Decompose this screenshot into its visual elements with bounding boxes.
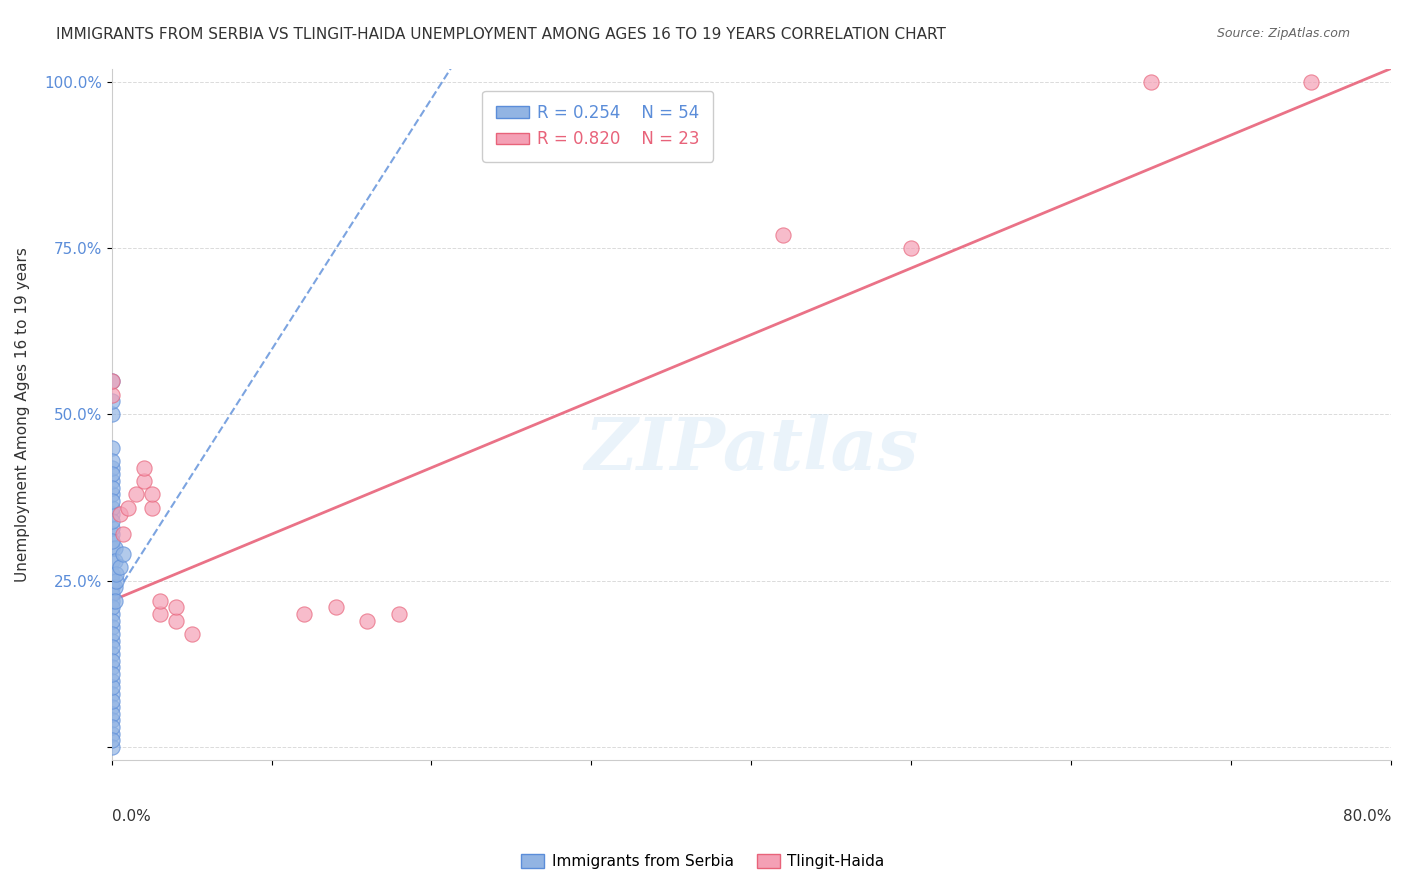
Point bbox=[100, 654, 122, 668]
Point bbox=[132, 460, 155, 475]
Point bbox=[100, 408, 122, 422]
Point bbox=[100, 581, 122, 595]
Point bbox=[108, 560, 131, 574]
Point bbox=[100, 720, 122, 734]
Point bbox=[292, 607, 315, 621]
Point bbox=[132, 474, 155, 488]
Point bbox=[100, 660, 122, 674]
Point bbox=[388, 607, 411, 621]
Point bbox=[105, 567, 128, 582]
Point bbox=[165, 614, 187, 628]
Point bbox=[104, 554, 127, 568]
Point bbox=[100, 647, 122, 661]
Point bbox=[100, 514, 122, 528]
Point bbox=[100, 541, 122, 555]
Point bbox=[100, 727, 122, 741]
Point bbox=[100, 567, 122, 582]
Point bbox=[104, 593, 127, 607]
Point bbox=[108, 508, 131, 522]
Point bbox=[165, 600, 187, 615]
Point bbox=[100, 441, 122, 455]
Text: Source: ZipAtlas.com: Source: ZipAtlas.com bbox=[1216, 27, 1350, 40]
Point bbox=[141, 500, 163, 515]
Point bbox=[100, 593, 122, 607]
Point bbox=[100, 474, 122, 488]
Point bbox=[149, 607, 172, 621]
Point bbox=[100, 706, 122, 721]
Point bbox=[356, 614, 378, 628]
Point bbox=[104, 581, 127, 595]
Point bbox=[1299, 75, 1322, 89]
Point bbox=[100, 533, 122, 548]
Point bbox=[100, 640, 122, 655]
Point bbox=[100, 494, 122, 508]
Point bbox=[100, 487, 122, 501]
Point bbox=[100, 554, 122, 568]
Point bbox=[180, 627, 202, 641]
Point bbox=[900, 241, 922, 255]
Point bbox=[105, 574, 128, 588]
Point bbox=[100, 693, 122, 707]
Point bbox=[100, 667, 122, 681]
Point bbox=[149, 593, 172, 607]
Point bbox=[100, 673, 122, 688]
Point bbox=[100, 600, 122, 615]
Point bbox=[100, 481, 122, 495]
Point bbox=[100, 460, 122, 475]
Point bbox=[100, 680, 122, 694]
Point bbox=[100, 687, 122, 701]
Point bbox=[100, 374, 122, 388]
Text: ZIPatlas: ZIPatlas bbox=[585, 414, 918, 484]
Point bbox=[100, 733, 122, 747]
Point bbox=[100, 587, 122, 601]
Point bbox=[100, 620, 122, 634]
Text: IMMIGRANTS FROM SERBIA VS TLINGIT-HAIDA UNEMPLOYMENT AMONG AGES 16 TO 19 YEARS C: IMMIGRANTS FROM SERBIA VS TLINGIT-HAIDA … bbox=[56, 27, 946, 42]
Point bbox=[100, 454, 122, 468]
Point bbox=[100, 508, 122, 522]
Legend: Immigrants from Serbia, Tlingit-Haida: Immigrants from Serbia, Tlingit-Haida bbox=[515, 848, 891, 875]
Point bbox=[100, 387, 122, 401]
Point bbox=[100, 527, 122, 541]
Point bbox=[100, 700, 122, 714]
Point bbox=[141, 487, 163, 501]
Point bbox=[100, 614, 122, 628]
Point bbox=[100, 633, 122, 648]
Point bbox=[124, 487, 146, 501]
Point bbox=[100, 574, 122, 588]
Text: 80.0%: 80.0% bbox=[1343, 809, 1391, 824]
Point bbox=[111, 547, 134, 561]
Point bbox=[1140, 75, 1163, 89]
Point bbox=[104, 541, 127, 555]
Point bbox=[111, 527, 134, 541]
Text: 0.0%: 0.0% bbox=[111, 809, 150, 824]
Legend: R = 0.254    N = 54, R = 0.820    N = 23: R = 0.254 N = 54, R = 0.820 N = 23 bbox=[482, 91, 713, 161]
Point bbox=[325, 600, 347, 615]
Point bbox=[100, 520, 122, 534]
Y-axis label: Unemployment Among Ages 16 to 19 years: Unemployment Among Ages 16 to 19 years bbox=[15, 247, 30, 582]
Point bbox=[100, 740, 122, 755]
Point bbox=[772, 227, 794, 242]
Point bbox=[100, 394, 122, 409]
Point bbox=[100, 607, 122, 621]
Point bbox=[100, 627, 122, 641]
Point bbox=[100, 467, 122, 482]
Point bbox=[100, 500, 122, 515]
Point bbox=[117, 500, 139, 515]
Point bbox=[100, 714, 122, 728]
Point bbox=[100, 374, 122, 388]
